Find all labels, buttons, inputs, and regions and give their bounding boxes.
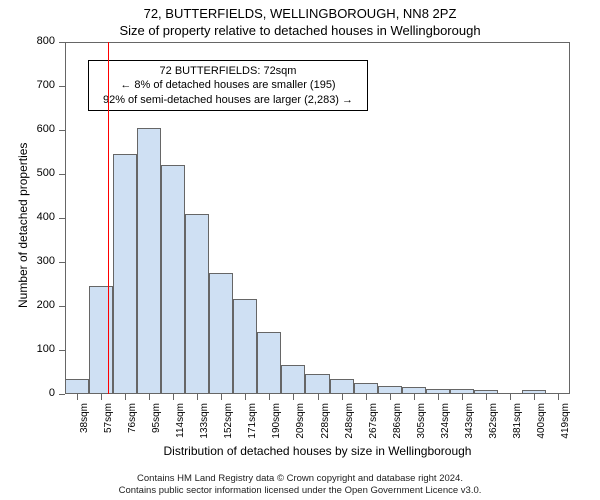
x-tick-mark [149,394,150,400]
footer-text: Contains HM Land Registry data © Crown c… [0,473,600,496]
annotation-line-2: ← 8% of detached houses are smaller (195… [95,78,361,92]
y-tick-label: 0 [0,387,55,399]
x-tick-label: 38sqm [79,403,90,453]
y-tick-label: 400 [0,211,55,223]
histogram-bar [113,154,137,394]
x-tick-label: 248sqm [344,403,355,453]
histogram-bar [305,374,329,394]
chart-title-2: Size of property relative to detached ho… [0,21,600,38]
histogram-bar [89,286,113,394]
y-tick-label: 700 [0,79,55,91]
x-tick-label: 209sqm [295,403,306,453]
histogram-bar [233,299,257,394]
x-tick-mark [245,394,246,400]
histogram-bar [65,379,89,394]
x-tick-label: 267sqm [368,403,379,453]
y-tick-mark [59,86,65,87]
x-tick-mark [101,394,102,400]
y-tick-mark [59,174,65,175]
y-tick-mark [59,262,65,263]
y-tick-label: 600 [0,123,55,135]
histogram-bar [330,379,354,394]
x-tick-mark [462,394,463,400]
histogram-bar [137,128,161,394]
x-tick-mark [414,394,415,400]
y-tick-label: 500 [0,167,55,179]
x-tick-mark [197,394,198,400]
y-tick-mark [59,306,65,307]
x-tick-label: 305sqm [416,403,427,453]
histogram-bar [209,273,233,394]
histogram-bar [378,386,402,394]
x-tick-mark [318,394,319,400]
x-tick-mark [558,394,559,400]
x-tick-label: 324sqm [440,403,451,453]
y-tick-mark [59,218,65,219]
histogram-bar [281,365,305,394]
x-tick-label: 152sqm [223,403,234,453]
annotation-box: 72 BUTTERFIELDS: 72sqm ← 8% of detached … [88,60,368,111]
x-tick-mark [221,394,222,400]
x-tick-label: 190sqm [271,403,282,453]
x-tick-label: 286sqm [392,403,403,453]
x-tick-label: 343sqm [464,403,475,453]
histogram-bar [402,387,426,394]
x-tick-label: 171sqm [247,403,258,453]
x-tick-mark [125,394,126,400]
x-tick-label: 114sqm [175,403,186,453]
x-tick-mark [173,394,174,400]
x-tick-label: 362sqm [488,403,499,453]
x-tick-mark [77,394,78,400]
x-tick-mark [366,394,367,400]
chart-title-1: 72, BUTTERFIELDS, WELLINGBOROUGH, NN8 2P… [0,0,600,21]
y-tick-mark [59,350,65,351]
histogram-bar [354,383,378,394]
x-tick-label: 76sqm [127,403,138,453]
annotation-line-1: 72 BUTTERFIELDS: 72sqm [95,64,361,78]
x-tick-mark [269,394,270,400]
footer-line-2: Contains public sector information licen… [0,485,600,496]
x-tick-label: 400sqm [536,403,547,453]
y-tick-label: 800 [0,35,55,47]
x-tick-label: 419sqm [560,403,571,453]
annotation-line-3: 92% of semi-detached houses are larger (… [95,93,361,107]
x-tick-label: 95sqm [151,403,162,453]
histogram-bar [185,214,209,394]
x-tick-mark [390,394,391,400]
x-tick-mark [342,394,343,400]
x-tick-mark [510,394,511,400]
x-tick-label: 133sqm [199,403,210,453]
x-tick-mark [438,394,439,400]
footer-line-1: Contains HM Land Registry data © Crown c… [0,473,600,484]
y-tick-label: 300 [0,255,55,267]
y-tick-mark [59,394,65,395]
y-tick-label: 100 [0,343,55,355]
histogram-bar [161,165,185,394]
reference-line [108,42,109,394]
x-tick-mark [534,394,535,400]
x-tick-mark [486,394,487,400]
y-tick-mark [59,130,65,131]
y-tick-mark [59,42,65,43]
x-tick-mark [293,394,294,400]
x-tick-label: 57sqm [103,403,114,453]
histogram-bar [257,332,281,394]
y-tick-label: 200 [0,299,55,311]
x-tick-label: 228sqm [320,403,331,453]
x-tick-label: 381sqm [512,403,523,453]
